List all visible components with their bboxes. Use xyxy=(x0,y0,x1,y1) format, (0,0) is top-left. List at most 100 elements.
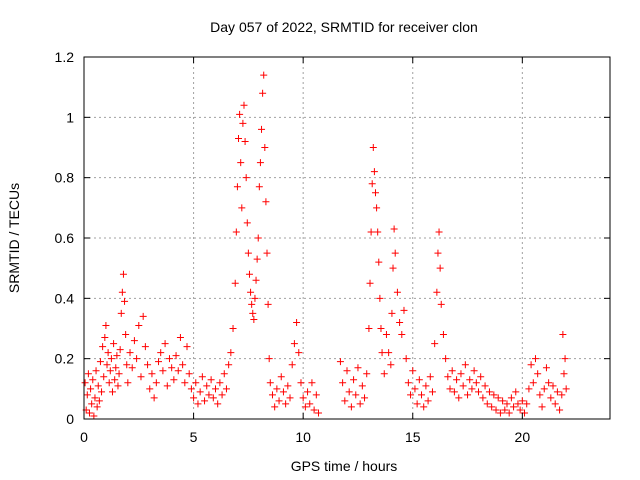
data-point-marker xyxy=(527,361,535,369)
data-point-marker xyxy=(119,270,127,278)
data-point-marker xyxy=(81,379,89,387)
data-point-marker xyxy=(534,370,542,378)
data-point-marker xyxy=(252,276,260,284)
data-point-marker xyxy=(111,376,119,384)
data-point-marker xyxy=(411,385,419,393)
data-point-marker xyxy=(236,110,244,118)
grid-lines xyxy=(84,57,610,419)
data-point-marker xyxy=(398,331,406,339)
data-point-marker xyxy=(256,159,264,167)
data-point-marker xyxy=(259,89,267,97)
data-point-marker xyxy=(549,382,557,390)
data-point-marker xyxy=(308,379,316,387)
data-point-marker xyxy=(123,361,131,369)
data-point-marker xyxy=(266,379,274,387)
data-point-marker xyxy=(389,264,397,272)
data-point-marker xyxy=(297,379,305,387)
data-point-marker xyxy=(192,379,200,387)
data-point-marker xyxy=(436,264,444,272)
data-point-marker xyxy=(161,340,169,348)
data-point-marker xyxy=(237,159,245,167)
data-point-marker xyxy=(245,270,253,278)
data-point-marker xyxy=(106,367,114,375)
data-point-marker xyxy=(422,382,430,390)
y-tick-label: 0.6 xyxy=(55,230,75,246)
data-point-marker xyxy=(168,364,176,372)
data-point-marker xyxy=(488,403,496,411)
data-point-marker xyxy=(393,288,401,296)
x-axis-label: GPS time / hours xyxy=(291,458,398,474)
data-point-marker xyxy=(339,379,347,387)
data-point-marker xyxy=(371,189,379,197)
data-point-marker xyxy=(531,355,539,363)
data-point-marker xyxy=(505,409,513,417)
data-point-marker xyxy=(306,400,314,408)
data-point-marker xyxy=(84,370,92,378)
data-point-marker xyxy=(561,355,569,363)
data-point-marker xyxy=(396,318,404,326)
data-point-marker xyxy=(345,388,353,396)
data-point-marker xyxy=(547,394,555,402)
data-point-marker xyxy=(551,400,559,408)
data-point-marker xyxy=(507,394,515,402)
data-point-marker xyxy=(250,315,258,323)
data-point-marker xyxy=(529,379,537,387)
data-point-marker xyxy=(426,373,434,381)
data-point-marker xyxy=(118,288,126,296)
data-point-marker xyxy=(284,382,292,390)
data-point-marker xyxy=(194,400,202,408)
data-point-marker xyxy=(248,300,256,308)
data-point-marker xyxy=(343,367,351,375)
data-point-marker xyxy=(239,119,247,127)
data-point-marker xyxy=(212,385,219,393)
y-tick-label: 1.2 xyxy=(55,49,75,65)
data-point-marker xyxy=(376,294,384,302)
data-point-marker xyxy=(231,279,239,287)
data-point-marker xyxy=(370,168,378,176)
data-point-marker xyxy=(115,370,123,378)
data-point-marker xyxy=(114,382,122,390)
data-point-marker xyxy=(240,101,248,109)
data-point-marker xyxy=(220,370,228,378)
data-point-marker xyxy=(477,373,485,381)
data-point-marker xyxy=(135,321,143,329)
data-point-marker xyxy=(448,367,456,375)
data-point-marker xyxy=(249,309,257,317)
data-point-marker xyxy=(420,403,428,411)
data-point-marker xyxy=(352,391,360,399)
data-point-marker xyxy=(100,373,108,381)
data-point-marker xyxy=(146,385,154,393)
data-point-marker xyxy=(521,409,529,417)
data-point-marker xyxy=(428,388,436,396)
data-point-marker xyxy=(141,343,149,351)
data-point-marker xyxy=(475,388,482,396)
data-point-marker xyxy=(310,406,318,414)
data-point-marker xyxy=(404,379,412,387)
data-point-marker xyxy=(128,364,136,372)
data-point-marker xyxy=(479,394,487,402)
data-point-marker xyxy=(227,349,235,357)
data-point-marker xyxy=(85,409,93,417)
data-point-marker xyxy=(373,204,381,212)
data-point-marker xyxy=(301,403,309,411)
data-point-marker xyxy=(382,331,390,339)
data-point-marker xyxy=(290,340,298,348)
data-point-marker xyxy=(390,225,398,233)
data-point-marker xyxy=(366,279,374,287)
data-point-marker xyxy=(104,349,112,357)
data-point-marker xyxy=(282,400,290,408)
data-point-marker xyxy=(181,379,189,387)
data-point-marker xyxy=(380,370,388,378)
data-point-marker xyxy=(439,331,447,339)
data-point-marker xyxy=(369,144,377,151)
data-point-marker xyxy=(255,183,263,191)
data-point-marker xyxy=(485,388,493,396)
data-point-marker xyxy=(96,358,104,366)
data-point-marker xyxy=(365,325,373,332)
data-point-marker xyxy=(437,300,445,308)
data-point-marker xyxy=(209,394,217,402)
data-point-marker xyxy=(247,288,255,296)
data-point-marker xyxy=(144,361,152,369)
data-point-marker xyxy=(455,394,463,402)
